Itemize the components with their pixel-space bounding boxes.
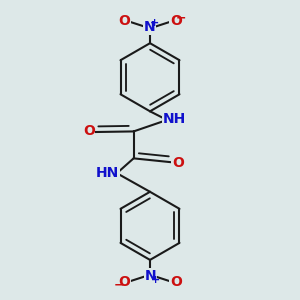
Text: −: − [176,12,187,25]
Text: NH: NH [163,112,186,126]
Text: HN: HN [96,166,119,180]
Text: O: O [170,275,182,289]
Text: O: O [83,124,94,138]
Text: O: O [118,14,130,28]
Text: N: N [143,20,155,34]
Text: +: + [150,18,159,28]
Text: O: O [172,156,184,170]
Text: O: O [170,14,182,28]
Text: +: + [151,275,160,285]
Text: O: O [118,275,130,289]
Text: −: − [113,278,124,291]
Text: N: N [145,269,157,283]
